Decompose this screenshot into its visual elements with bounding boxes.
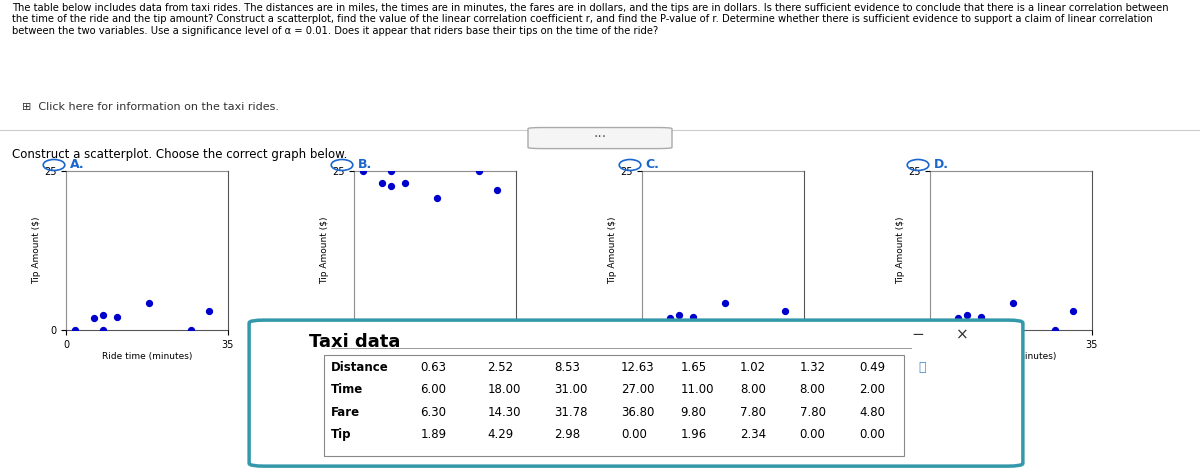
Point (66, 326, 85, 334)
Text: C.: C. (646, 159, 660, 171)
Text: 2.00: 2.00 (859, 383, 886, 396)
Point (948, 314, 967, 322)
Point (776, 307, 796, 314)
Text: D.: D. (934, 159, 949, 171)
Text: 0.00: 0.00 (799, 428, 826, 441)
Text: ⎘: ⎘ (919, 361, 926, 374)
Point (427, 194, 446, 202)
Text: Fare: Fare (331, 406, 360, 419)
Point (469, 167, 488, 175)
Point (382, 167, 401, 175)
Text: 2.34: 2.34 (740, 428, 767, 441)
Point (1045, 326, 1064, 334)
Text: 1.89: 1.89 (420, 428, 446, 441)
Point (488, 186, 508, 194)
Y-axis label: Tip Amount ($): Tip Amount ($) (608, 217, 617, 284)
Point (683, 314, 702, 321)
Point (200, 307, 220, 314)
Text: 4.29: 4.29 (487, 428, 514, 441)
FancyBboxPatch shape (250, 320, 1022, 466)
Text: Time: Time (331, 383, 364, 396)
Point (84, 314, 103, 322)
Point (395, 180, 414, 187)
Point (354, 167, 373, 175)
Text: 14.30: 14.30 (487, 406, 521, 419)
Text: 1.02: 1.02 (740, 361, 767, 374)
Y-axis label: Tip Amount ($): Tip Amount ($) (320, 217, 329, 284)
Text: ⊞  Click here for information on the taxi rides.: ⊞ Click here for information on the taxi… (22, 102, 278, 112)
Point (670, 326, 689, 334)
Point (94, 311, 113, 319)
Point (107, 314, 126, 321)
Text: 8.53: 8.53 (554, 361, 580, 374)
Point (139, 299, 158, 307)
Text: Construct a scatterplot. Choose the correct graph below.: Construct a scatterplot. Choose the corr… (12, 148, 347, 161)
Text: A.: A. (70, 159, 84, 171)
Text: 1.32: 1.32 (799, 361, 826, 374)
X-axis label: Ride time (minutes): Ride time (minutes) (102, 352, 192, 361)
Text: ···: ··· (594, 130, 606, 144)
Point (715, 299, 734, 307)
Text: 0.63: 0.63 (420, 361, 446, 374)
Text: 31.78: 31.78 (554, 406, 588, 419)
Point (94, 326, 113, 334)
Text: 4.80: 4.80 (859, 406, 886, 419)
Point (971, 314, 990, 321)
Text: 12.63: 12.63 (622, 361, 655, 374)
Text: 0.49: 0.49 (859, 361, 886, 374)
FancyBboxPatch shape (528, 127, 672, 148)
Point (958, 326, 977, 334)
X-axis label: Ride time (minutes): Ride time (minutes) (678, 352, 768, 361)
FancyBboxPatch shape (324, 355, 904, 456)
Text: 1.65: 1.65 (680, 361, 707, 374)
Text: 31.00: 31.00 (554, 383, 588, 396)
Text: 1.96: 1.96 (680, 428, 707, 441)
Text: 36.80: 36.80 (622, 406, 654, 419)
Text: 6.30: 6.30 (420, 406, 446, 419)
Text: 11.00: 11.00 (680, 383, 714, 396)
Text: ×: × (956, 327, 968, 342)
Text: −: − (911, 327, 924, 342)
Text: 6.00: 6.00 (420, 383, 446, 396)
Text: Taxi data: Taxi data (308, 333, 400, 351)
Text: 27.00: 27.00 (622, 383, 655, 396)
Point (1003, 299, 1022, 307)
Text: 7.80: 7.80 (799, 406, 826, 419)
Point (181, 326, 200, 334)
Text: 9.80: 9.80 (680, 406, 707, 419)
Y-axis label: Tip Amount ($): Tip Amount ($) (32, 217, 41, 284)
X-axis label: Ride time (minutes): Ride time (minutes) (966, 352, 1056, 361)
Text: 8.00: 8.00 (740, 383, 766, 396)
Point (1064, 307, 1084, 314)
Point (958, 311, 977, 319)
Text: 18.00: 18.00 (487, 383, 521, 396)
Point (757, 326, 776, 334)
Y-axis label: Tip Amount ($): Tip Amount ($) (896, 217, 905, 284)
Point (930, 326, 949, 334)
Point (382, 182, 401, 190)
Text: 8.00: 8.00 (799, 383, 826, 396)
Text: 0.00: 0.00 (622, 428, 647, 441)
Text: Tip: Tip (331, 428, 352, 441)
Text: 2.52: 2.52 (487, 361, 514, 374)
X-axis label: Ride time (minutes): Ride time (minutes) (390, 352, 480, 361)
Text: The table below includes data from taxi rides. The distances are in miles, the t: The table below includes data from taxi … (12, 3, 1169, 36)
Text: 7.80: 7.80 (740, 406, 766, 419)
Text: 0.00: 0.00 (859, 428, 886, 441)
Point (660, 314, 679, 322)
Point (372, 179, 391, 187)
Point (642, 326, 661, 334)
Text: Distance: Distance (331, 361, 389, 374)
Point (670, 311, 689, 319)
Text: B.: B. (358, 159, 372, 171)
Text: 2.98: 2.98 (554, 428, 581, 441)
